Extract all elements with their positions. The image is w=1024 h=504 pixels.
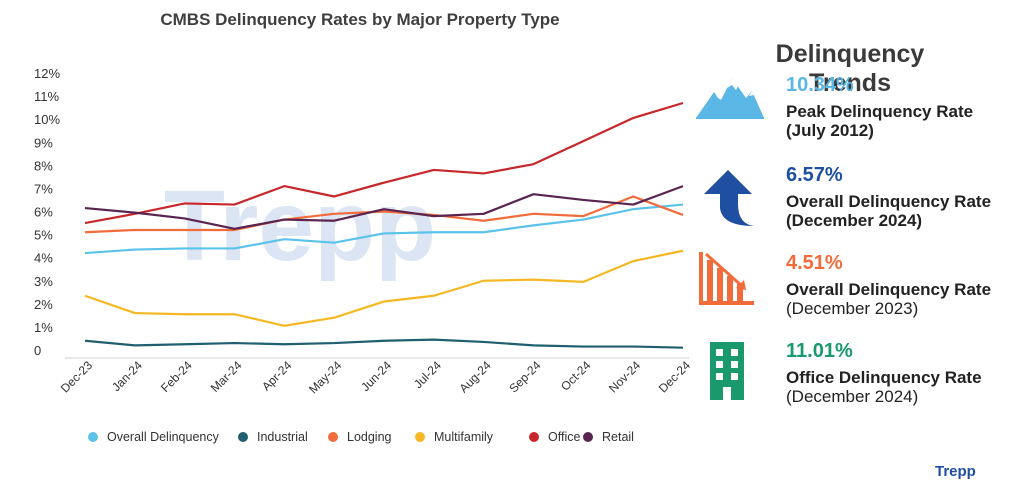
- legend-marker: [88, 432, 98, 442]
- stat-label: Peak Delinquency Rate (July 2012): [786, 102, 974, 140]
- stat-value: 4.51%: [786, 252, 843, 274]
- stat-label: Overall Delinquency Rate (December 2024): [786, 192, 992, 230]
- x-tick-label: Nov-24: [606, 358, 643, 395]
- declining-bar-chart-icon: [699, 252, 754, 305]
- legend-marker: [328, 432, 338, 442]
- office-building-icon: [710, 342, 744, 400]
- x-tick-label: Sep-24: [506, 358, 543, 395]
- legend-label: Office: [548, 430, 580, 444]
- stat-label: Overall Delinquency Rate (December 2023): [786, 280, 992, 318]
- legend-label: Overall Delinquency: [107, 430, 220, 444]
- series-line-retail: [84, 185, 684, 230]
- x-tick-label: Jun-24: [358, 358, 394, 394]
- y-tick-label: 10%: [34, 112, 60, 127]
- stat-peak: 10.34% Peak Delinquency Rate (July 2012): [786, 74, 1016, 140]
- stat-overall-2023: 4.51% Overall Delinquency Rate (December …: [786, 252, 1016, 318]
- stat-label: Office Delinquency Rate (December 2024): [786, 368, 982, 406]
- stat-value: 10.34%: [786, 74, 854, 96]
- y-tick-label: 4%: [34, 251, 53, 266]
- y-tick-label: 6%: [34, 205, 53, 220]
- legend-marker: [529, 432, 539, 442]
- y-tick-label: 2%: [34, 297, 53, 312]
- legend-marker: [583, 432, 593, 442]
- stat-overall-2024: 6.57% Overall Delinquency Rate (December…: [786, 164, 1016, 230]
- mountain-peak-icon: [696, 78, 764, 119]
- chart-title: CMBS Delinquency Rates by Major Property…: [160, 10, 560, 29]
- y-tick-label: 3%: [34, 274, 53, 289]
- x-tick-label: Feb-24: [158, 358, 195, 395]
- x-tick-label: Jan-24: [109, 358, 145, 394]
- curved-arrow-up-icon: [704, 170, 754, 226]
- line-chart: Trepp 0 1% 2% 3% 4% 5% 6% 7% 8% 9% 10% 11% 12% Dec-2…: [34, 66, 693, 444]
- y-tick-label: 11%: [34, 89, 59, 104]
- stat-value: 6.57%: [786, 164, 843, 186]
- legend-label: Lodging: [347, 430, 392, 444]
- series-line-industrial: [84, 338, 684, 349]
- series-line-lodging: [84, 195, 684, 234]
- x-tick-label: May-24: [306, 358, 344, 396]
- series-line-overall-delinquency: [84, 203, 684, 255]
- x-tick-label: Jul-24: [411, 358, 444, 391]
- stat-value: 11.01%: [786, 340, 853, 362]
- x-tick-label: Dec-23: [58, 358, 95, 395]
- x-tick-label: Oct-24: [558, 358, 594, 394]
- panel-title: Delinquency Trends: [775, 40, 925, 97]
- legend-marker: [238, 432, 248, 442]
- series-line-multifamily: [84, 249, 684, 327]
- y-tick-label: 12%: [34, 66, 60, 81]
- y-tick-label: 0: [34, 343, 41, 358]
- y-tick-label: 7%: [34, 181, 53, 196]
- x-tick-label: Mar-24: [208, 358, 245, 395]
- y-tick-label: 9%: [34, 135, 53, 150]
- stat-office: 11.01% Office Delinquency Rate (December …: [786, 340, 1016, 406]
- legend-marker: [415, 432, 425, 442]
- legend-label: Industrial: [257, 430, 308, 444]
- legend-label: Multifamily: [434, 430, 494, 444]
- x-tick-label: Apr-24: [259, 358, 295, 394]
- y-tick-label: 5%: [34, 228, 53, 243]
- y-tick-label: 1%: [34, 320, 53, 335]
- watermark-text: Trepp: [164, 170, 436, 282]
- x-tick-label: Dec-24: [656, 358, 693, 395]
- series-line-office: [84, 101, 684, 225]
- y-tick-label: 8%: [34, 158, 53, 173]
- x-tick-label: Aug-24: [457, 358, 494, 395]
- brand-logo: Trepp: [935, 463, 976, 480]
- legend-label: Retail: [602, 430, 634, 444]
